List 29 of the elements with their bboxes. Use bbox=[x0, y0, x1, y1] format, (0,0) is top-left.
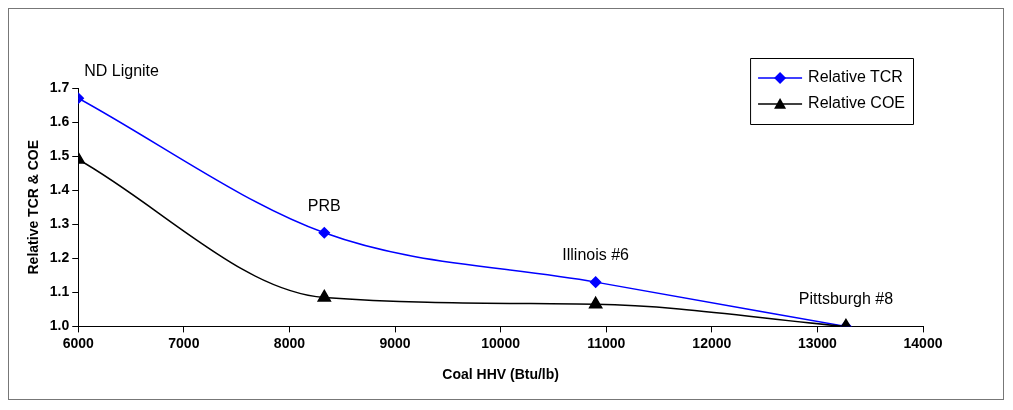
annotation: Illinois #6 bbox=[562, 246, 630, 264]
x-tick-label: 6000 bbox=[62, 334, 95, 351]
y-axis-title: Relative TCR & COE bbox=[25, 139, 42, 275]
x-tick-label: 9000 bbox=[379, 334, 411, 351]
y-tick-label: 1.6 bbox=[49, 112, 70, 129]
legend-label: Relative TCR bbox=[808, 68, 903, 86]
point bbox=[318, 226, 331, 239]
y-tick-label: 1.5 bbox=[49, 146, 70, 163]
point bbox=[589, 276, 602, 288]
y-tick-label: 1.0 bbox=[49, 317, 70, 334]
x-tick-label: 8000 bbox=[273, 334, 306, 351]
y-tick-label: 1.7 bbox=[49, 78, 70, 95]
point bbox=[317, 289, 332, 302]
x-tick-label: 12000 bbox=[692, 334, 732, 351]
annotation: Pittsburgh #8 bbox=[798, 290, 894, 308]
y-tick-label: 1.2 bbox=[49, 249, 70, 266]
x-tick-label: 10000 bbox=[481, 334, 521, 351]
x-tick-label: 11000 bbox=[587, 334, 626, 351]
x-tick-label: 14000 bbox=[903, 334, 943, 351]
annotation: ND Lignite bbox=[84, 62, 160, 80]
x-tick-label: 13000 bbox=[797, 334, 838, 351]
x-axis-title: Coal HHV (Btu/lb) bbox=[442, 366, 559, 383]
y-tick-label: 1.1 bbox=[49, 283, 70, 300]
y-tick-label: 1.3 bbox=[49, 215, 70, 232]
legend-label: Relative COE bbox=[808, 94, 905, 112]
point bbox=[588, 296, 603, 309]
y-tick-label: 1.4 bbox=[49, 181, 70, 198]
x-tick-label: 7000 bbox=[168, 334, 200, 351]
annotation: PRB bbox=[307, 196, 341, 214]
